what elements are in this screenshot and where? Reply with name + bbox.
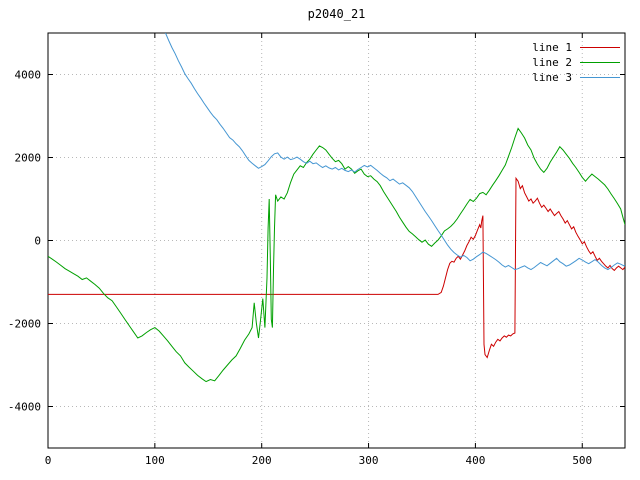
x-tick-label: 0 (45, 454, 52, 467)
legend-line-sample (580, 47, 620, 48)
y-tick-label: 4000 (15, 69, 42, 82)
y-tick-label: -4000 (8, 401, 41, 414)
x-tick-label: 500 (572, 454, 592, 467)
legend-label: line 2 (532, 56, 572, 69)
x-tick-label: 200 (252, 454, 272, 467)
legend-label: line 3 (532, 71, 572, 84)
series-line-1 (48, 176, 625, 359)
legend-item: line 2 (532, 55, 620, 70)
chart-title: p2040_21 (307, 7, 366, 21)
y-tick-label: 0 (34, 235, 41, 248)
x-tick-label: 100 (145, 454, 165, 467)
legend-item: line 3 (532, 70, 620, 85)
x-tick-label: 400 (465, 454, 485, 467)
series-line-2 (48, 127, 625, 383)
legend-line-sample (580, 62, 620, 63)
legend-item: line 1 (532, 40, 620, 55)
x-tick-label: 300 (359, 454, 379, 467)
y-tick-label: 2000 (15, 152, 42, 165)
legend-line-sample (580, 77, 620, 78)
series-line-3 (165, 33, 625, 271)
legend: line 1 line 2 line 3 (532, 40, 620, 85)
y-tick-label: -2000 (8, 318, 41, 331)
legend-label: line 1 (532, 41, 572, 54)
